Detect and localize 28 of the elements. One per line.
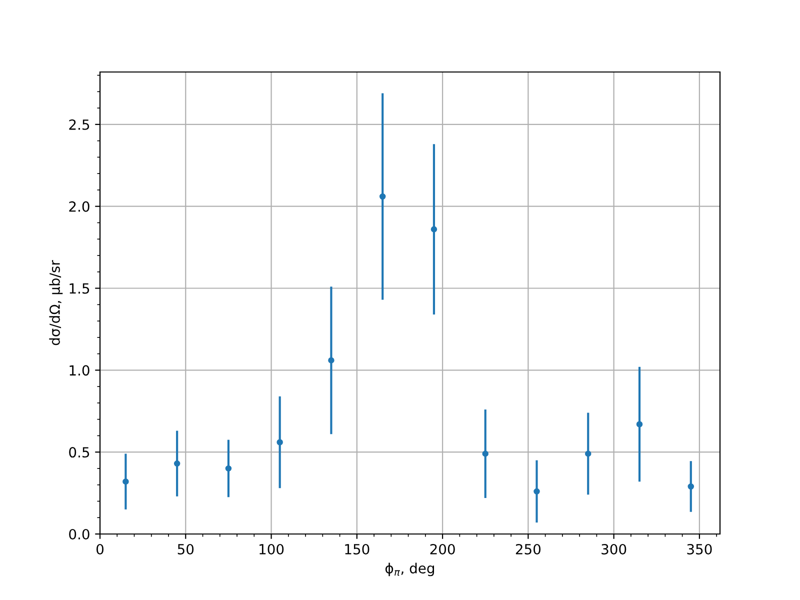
point [122,478,129,485]
point [482,450,488,457]
point [688,483,694,490]
point [584,450,592,457]
y-tick-label: 2.5 [69,119,90,130]
y-tick-label: 1.0 [70,365,90,376]
y-tick-label: 0.5 [69,447,90,458]
point [328,357,334,364]
y-axis-title: dσ/dΩ, μb/sr [49,260,63,346]
x-tick-label: 200 [430,544,455,554]
y-tick-label: 2.0 [69,201,90,212]
x-tick-label: 100 [260,544,284,554]
x-tick-label: 300 [602,544,626,554]
x-tick-label: 250 [516,544,541,554]
point [276,439,283,446]
y-tick-label: 0.0 [69,528,90,540]
x-tick-label: 350 [687,544,712,554]
point [174,460,180,467]
x-tick-label: 0 [96,544,104,554]
point [636,421,643,428]
point [430,226,438,232]
y-tick-label: 1.5 [70,283,90,294]
point [534,488,540,495]
point [225,465,232,472]
x-tick-label: 150 [345,544,370,554]
x-tick-label: 50 [178,544,194,554]
point [379,193,386,200]
x-axis-title: ϕ$_{π}$, deg [385,562,434,576]
